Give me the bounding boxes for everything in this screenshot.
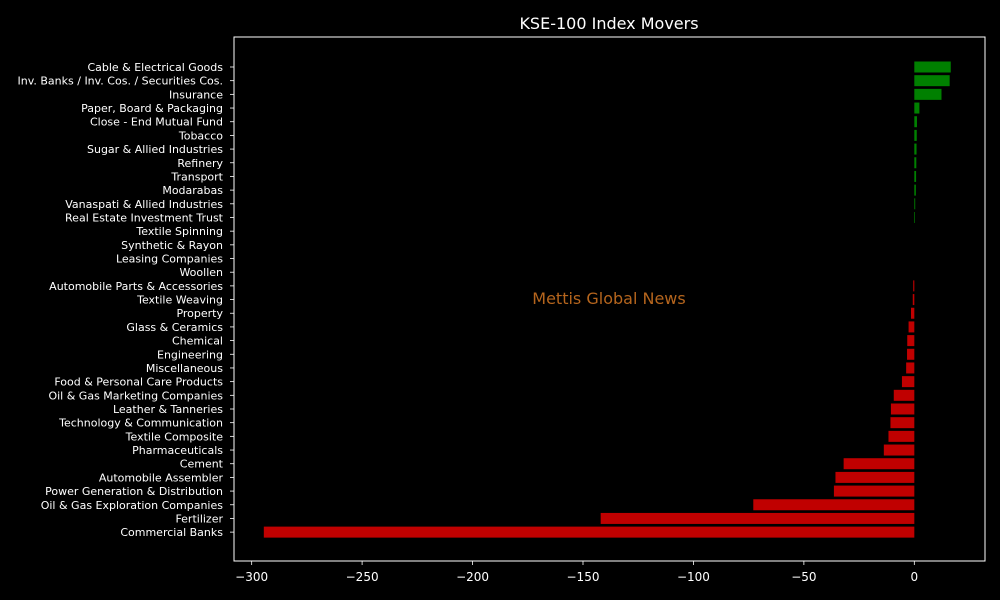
category-label: Tobacco <box>178 129 223 142</box>
category-label: Commercial Banks <box>120 526 223 539</box>
category-label: Fertilizer <box>175 512 223 525</box>
category-label: Power Generation & Distribution <box>45 485 223 498</box>
category-label: Property <box>176 307 223 320</box>
category-label: Automobile Assembler <box>99 471 224 484</box>
x-tick-label: −150 <box>567 570 600 584</box>
category-label: Cement <box>180 458 224 471</box>
bar <box>890 403 915 415</box>
category-label: Miscellaneous <box>146 362 223 375</box>
bar <box>914 88 942 100</box>
bar <box>914 157 917 169</box>
bar <box>843 458 915 470</box>
category-label: Leather & Tanneries <box>113 403 223 416</box>
category-label: Synthetic & Rayon <box>121 239 223 252</box>
category-label: Refinery <box>177 157 223 170</box>
category-label: Insurance <box>169 88 223 101</box>
bars-layer <box>263 61 951 538</box>
x-axis-ticks: −300 −250 −200 −150 −100 −50 0 <box>235 561 918 584</box>
bar <box>913 280 915 292</box>
bar <box>907 335 915 347</box>
plot-frame <box>233 36 986 562</box>
category-label: Vanaspati & Allied Industries <box>65 198 223 211</box>
category-label: Paper, Board & Packaging <box>81 102 223 115</box>
bar <box>914 75 950 87</box>
bar <box>883 444 915 456</box>
bar <box>600 512 915 524</box>
bar <box>907 348 915 360</box>
bar <box>914 211 915 223</box>
category-label: Modarabas <box>162 184 223 197</box>
bar <box>914 143 917 155</box>
bar <box>908 321 915 333</box>
bar <box>912 294 915 306</box>
bar <box>914 170 917 182</box>
category-label: Close - End Mutual Fund <box>90 116 223 129</box>
bar <box>906 362 915 374</box>
category-label: Engineering <box>157 348 223 361</box>
category-label: Textile Composite <box>125 430 224 443</box>
bar <box>911 307 915 319</box>
chart-title: KSE-100 Index Movers <box>519 14 698 33</box>
x-tick-label: −50 <box>791 570 816 584</box>
bar <box>753 499 915 511</box>
bar <box>893 389 915 401</box>
category-label: Food & Personal Care Products <box>54 376 223 389</box>
x-tick-label: −200 <box>456 570 489 584</box>
bar <box>914 198 916 210</box>
category-label: Automobile Parts & Accessories <box>49 280 223 293</box>
category-label: Leasing Companies <box>116 253 223 266</box>
category-label: Chemical <box>172 335 223 348</box>
x-tick-label: −250 <box>346 570 379 584</box>
watermark-text: Mettis Global News <box>532 289 685 308</box>
bar <box>263 526 915 538</box>
x-tick-label: −100 <box>677 570 710 584</box>
category-label: Real Estate Investment Trust <box>65 211 224 224</box>
bar <box>914 129 917 141</box>
category-label: Inv. Banks / Inv. Cos. / Securities Cos. <box>18 75 223 88</box>
category-label: Cable & Electrical Goods <box>87 61 223 74</box>
category-label: Sugar & Allied Industries <box>87 143 223 156</box>
category-label: Technology & Communication <box>58 417 223 430</box>
category-label: Oil & Gas Exploration Companies <box>41 499 224 512</box>
category-label: Textile Spinning <box>135 225 223 238</box>
bar <box>901 376 915 388</box>
x-tick-label: −300 <box>235 570 268 584</box>
bar <box>914 61 951 73</box>
bar <box>833 485 915 497</box>
x-tick-label: 0 <box>910 570 918 584</box>
bar <box>890 417 915 429</box>
category-label: Glass & Ceramics <box>126 321 223 334</box>
category-label: Oil & Gas Marketing Companies <box>48 389 223 402</box>
category-label: Transport <box>170 170 223 183</box>
category-label: Textile Weaving <box>136 294 223 307</box>
category-label: Woollen <box>179 266 223 279</box>
category-label: Pharmaceuticals <box>132 444 223 457</box>
bar <box>835 471 915 483</box>
bar <box>888 430 915 442</box>
bar <box>914 116 917 128</box>
bar <box>914 184 916 196</box>
bar <box>914 102 920 114</box>
